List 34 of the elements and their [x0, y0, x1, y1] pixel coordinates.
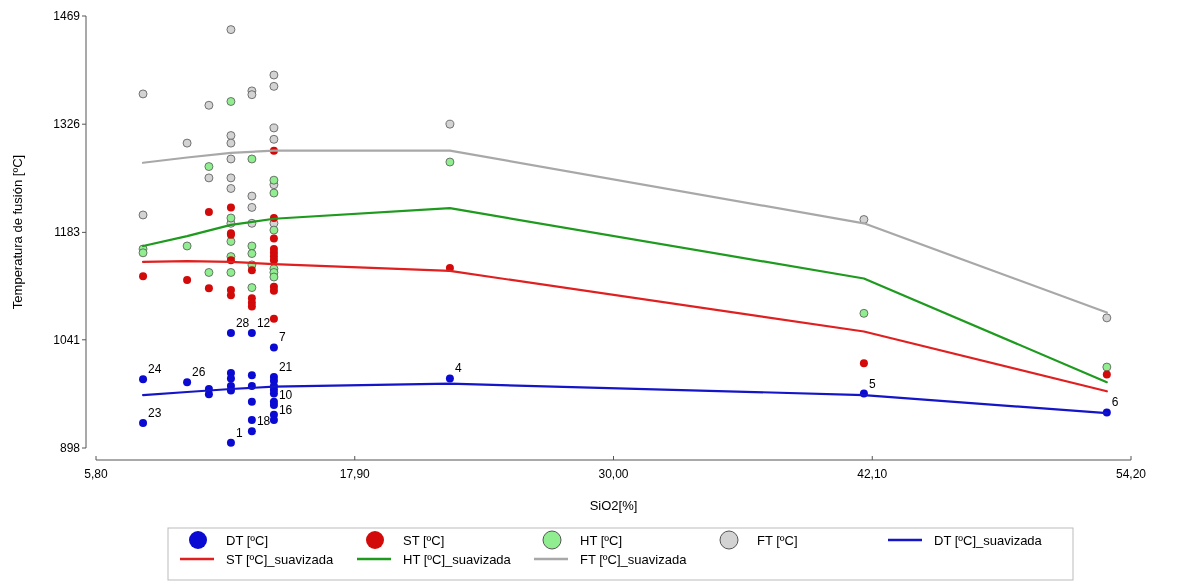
- annotation: 24: [148, 362, 162, 377]
- annotation: 23: [148, 406, 162, 421]
- annotation: 10: [278, 387, 293, 402]
- y-tick-label: 1183: [54, 225, 81, 240]
- annotation: 26: [192, 365, 206, 380]
- annotation: 21: [278, 359, 293, 374]
- legend-label: DT [ºC]: [226, 533, 269, 548]
- annotation: 6: [1111, 395, 1119, 410]
- x-tick-label: 17,90: [339, 467, 371, 481]
- legend-label: DT [ºC]_suavizada: [934, 533, 1043, 548]
- annotation: 18: [256, 414, 271, 429]
- y-tick-label: 898: [59, 441, 81, 455]
- legend-label: FT [ºC]: [757, 533, 798, 548]
- annotation: 12: [256, 316, 271, 330]
- y-axis-title: Temperatura de fusión [ºC]: [10, 154, 25, 310]
- y-tick-label: 1041: [53, 332, 81, 347]
- annotation: 4: [454, 361, 462, 376]
- y-tick-label: 1469: [53, 9, 81, 23]
- legend-label: FT [ºC]_suavizada: [580, 552, 688, 567]
- legend-label: HT [ºC]_suavizada: [403, 552, 512, 567]
- annotation: 28: [235, 316, 250, 330]
- x-tick-label: 5,80: [84, 467, 108, 481]
- legend-label: HT [ºC]: [580, 533, 623, 548]
- annotation: 5: [868, 376, 876, 391]
- annotation: 7: [278, 330, 286, 345]
- annotation: 1: [235, 425, 243, 440]
- x-axis-title: SiO2[%]: [589, 498, 638, 513]
- x-tick-label: 54,20: [1115, 467, 1147, 481]
- x-tick-label: 42,10: [857, 467, 888, 481]
- y-tick-label: 1326: [53, 117, 81, 132]
- legend-label: ST [ºC]: [403, 533, 445, 548]
- x-tick-label: 30,00: [598, 467, 629, 481]
- annotation: 16: [278, 403, 293, 418]
- legend-label: ST [ºC]_suavizada: [226, 552, 334, 567]
